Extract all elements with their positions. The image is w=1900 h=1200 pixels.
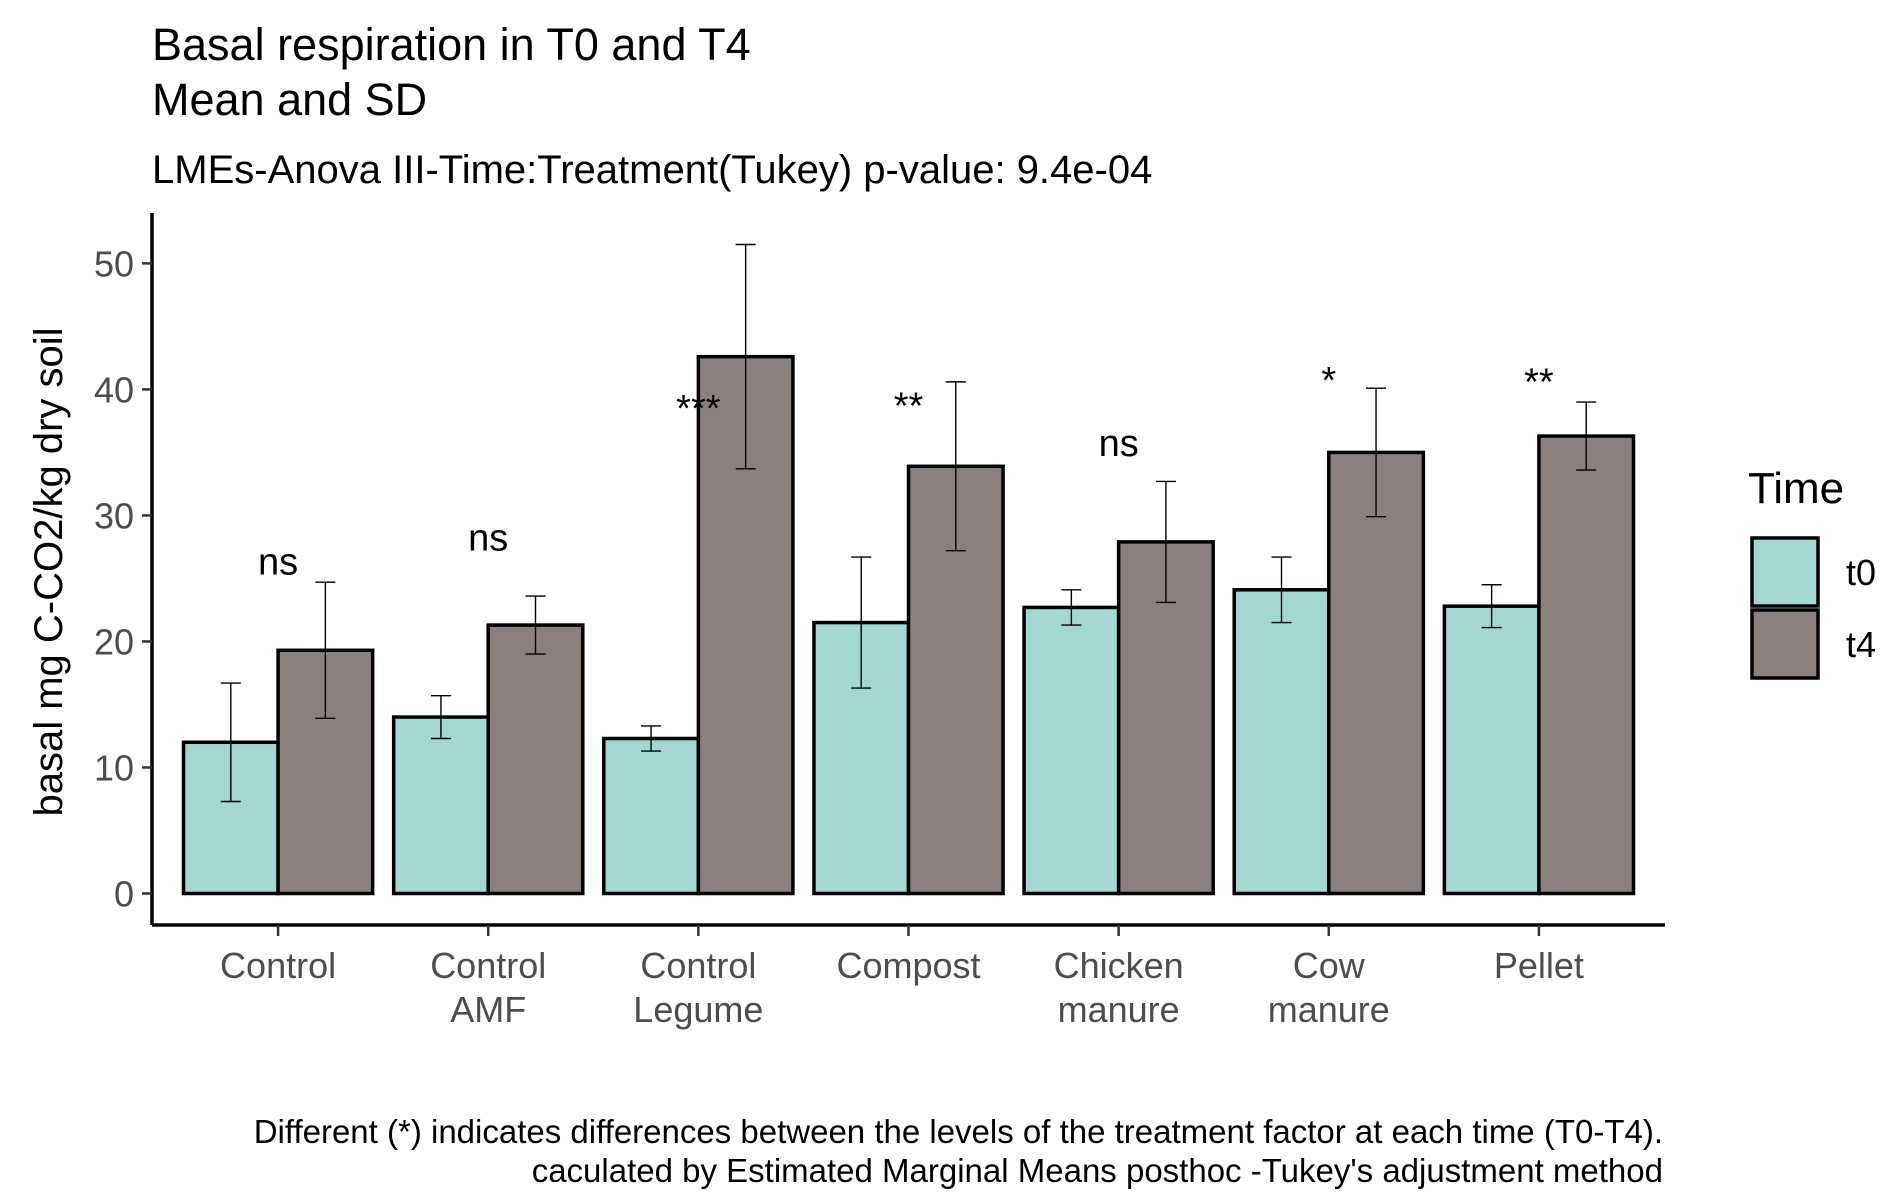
y-tick-label-40: 40 <box>94 369 134 410</box>
chart-title: Basal respiration in T0 and T4 <box>152 19 751 70</box>
x-tick-label-1-1: AMF <box>450 989 526 1030</box>
x-tick-label-5-1: manure <box>1268 989 1390 1030</box>
significance-label-2: *** <box>676 388 721 430</box>
significance-label-6: ** <box>1524 361 1554 403</box>
x-tick-label-1-0: Control <box>430 945 546 986</box>
chart-subtitle: LMEs-Anova III-Time:Treatment(Tukey) p-v… <box>152 148 1152 192</box>
significance-label-5: * <box>1321 360 1336 402</box>
significance-label-3: ** <box>894 385 924 427</box>
bar-t0-1 <box>391 715 490 896</box>
x-tick-label-2-0: Control <box>640 945 756 986</box>
y-tick-label-50: 50 <box>94 243 134 284</box>
x-tick-label-0-0: Control <box>220 945 336 986</box>
y-axis-title: basal mg C-CO2/kg dry soil <box>27 327 71 816</box>
x-tick-label-6-0: Pellet <box>1494 945 1584 986</box>
bar-t4-5 <box>1327 450 1426 896</box>
bar-t0-6 <box>1442 604 1541 896</box>
bar-t0-5 <box>1232 588 1331 896</box>
x-tick-label-3-0: Compost <box>836 945 980 986</box>
bar-t0-2 <box>602 736 701 896</box>
x-tick-label-5-0: Cow <box>1293 945 1366 986</box>
caption-line-2: caculated by Estimated Marginal Means po… <box>532 1152 1663 1189</box>
y-tick-label-10: 10 <box>94 747 134 788</box>
significance-label-0: ns <box>258 542 298 584</box>
bar-t0-4 <box>1022 605 1121 896</box>
y-tick-label-0: 0 <box>114 873 134 914</box>
y-tick-label-20: 20 <box>94 621 134 662</box>
bar-t4-6 <box>1537 434 1636 896</box>
legend-label-t0: t0 <box>1846 552 1876 593</box>
significance-label-1: ns <box>468 518 508 560</box>
x-tick-label-4-0: Chicken <box>1054 945 1184 986</box>
chart-title-line2: Mean and SD <box>152 74 427 125</box>
significance-label-4: ns <box>1099 423 1139 465</box>
bar-t4-1 <box>486 623 585 896</box>
legend-swatch-t4 <box>1750 608 1820 680</box>
x-tick-label-4-1: manure <box>1058 989 1180 1030</box>
caption-line-1: Different (*) indicates differences betw… <box>254 1113 1663 1150</box>
x-tick-label-2-1: Legume <box>633 989 763 1030</box>
legend-title: Time <box>1748 464 1844 513</box>
legend-swatch-t0 <box>1750 536 1820 608</box>
legend-label-t4: t4 <box>1846 624 1876 665</box>
y-tick-label-30: 30 <box>94 495 134 536</box>
